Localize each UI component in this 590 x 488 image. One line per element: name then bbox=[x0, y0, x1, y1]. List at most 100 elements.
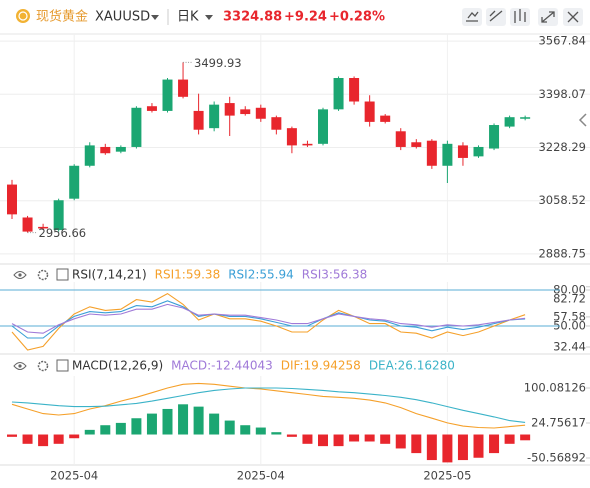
indicator-line bbox=[11, 300, 526, 339]
y-tick-label: 32.44 bbox=[553, 340, 586, 354]
candle-body bbox=[131, 107, 142, 147]
histogram-bar bbox=[240, 425, 251, 435]
dropdown-arrow[interactable] bbox=[205, 15, 213, 20]
candle-body bbox=[22, 217, 33, 232]
collapse-arrow[interactable] bbox=[578, 113, 587, 127]
legend-entry: RSI2:55.94 bbox=[228, 268, 294, 282]
candle-body bbox=[100, 146, 111, 154]
histogram-bar bbox=[193, 406, 204, 435]
dropdown-arrow[interactable] bbox=[151, 15, 159, 20]
histogram-bar bbox=[84, 429, 95, 435]
draw-icon[interactable] bbox=[489, 10, 503, 22]
histogram-bar bbox=[333, 434, 344, 447]
y-tick-label: 24.75617 bbox=[531, 416, 586, 430]
histogram-bar bbox=[318, 434, 328, 447]
eye-icon[interactable] bbox=[13, 362, 27, 370]
y-tick-label: 57.58 bbox=[553, 309, 586, 323]
y-tick-label: 3398.07 bbox=[538, 87, 586, 101]
candle-body bbox=[178, 79, 189, 97]
histogram-bar bbox=[22, 434, 33, 444]
histogram-bar bbox=[209, 413, 220, 435]
histogram-bar bbox=[69, 434, 80, 439]
candle-icon[interactable] bbox=[514, 9, 526, 23]
price-change-pct: +0.28% bbox=[329, 10, 385, 25]
x-tick-label: 2025-04 bbox=[237, 469, 285, 483]
candle-body bbox=[271, 117, 282, 130]
candle-body bbox=[209, 104, 220, 129]
coin-icon bbox=[16, 9, 30, 23]
settings-icon[interactable] bbox=[37, 269, 49, 281]
histogram-bar bbox=[395, 434, 406, 449]
candle-body bbox=[442, 143, 453, 166]
candle-body bbox=[84, 145, 95, 166]
candle-body bbox=[240, 109, 251, 115]
eye-icon-pupil[interactable] bbox=[18, 273, 22, 277]
settings-icon[interactable] bbox=[37, 360, 49, 372]
candle-body bbox=[333, 78, 344, 110]
symbol[interactable]: XAUUSD bbox=[95, 10, 150, 25]
candle-body bbox=[7, 184, 17, 215]
macd-tools bbox=[13, 359, 69, 372]
histogram-bar bbox=[178, 404, 189, 435]
histogram-bar bbox=[131, 418, 142, 435]
histogram-bar bbox=[100, 425, 111, 435]
candle-body bbox=[349, 78, 360, 102]
eye-icon-pupil[interactable] bbox=[18, 364, 22, 368]
legend-entry: DEA:26.16280 bbox=[369, 359, 455, 373]
instrument-name[interactable]: 现货黄金 bbox=[36, 9, 88, 25]
histogram-bar bbox=[146, 413, 157, 435]
candle-body bbox=[255, 107, 266, 119]
histogram-bar bbox=[53, 434, 64, 444]
expand-icon[interactable] bbox=[541, 11, 555, 23]
histogram-bar bbox=[520, 434, 531, 441]
histogram-bar bbox=[442, 434, 453, 463]
y-tick-label: 3228.29 bbox=[538, 140, 586, 154]
y-tick-label: 82.72 bbox=[553, 291, 586, 305]
histogram-bar bbox=[286, 434, 297, 437]
histogram-bar bbox=[115, 422, 126, 435]
histogram-bar bbox=[162, 408, 173, 435]
indicator-line bbox=[11, 292, 526, 351]
panel-title: MACD(12,26,9) bbox=[72, 359, 163, 373]
legend-entry: MACD:-12.44043 bbox=[171, 359, 273, 373]
histogram-bar bbox=[364, 434, 375, 442]
histogram-bar bbox=[255, 427, 266, 435]
eye-icon[interactable] bbox=[13, 271, 27, 279]
header: 现货黄金 XAUUSD 日K 3324.88 +9.24 +0.28% bbox=[16, 8, 587, 127]
candle-body bbox=[318, 109, 328, 144]
tool-button[interactable] bbox=[486, 8, 506, 26]
y-tick-label: 2888.75 bbox=[538, 246, 586, 260]
candle-body bbox=[38, 226, 49, 229]
tool-button[interactable] bbox=[462, 8, 482, 26]
period[interactable]: 日K bbox=[177, 10, 199, 25]
candle-body bbox=[115, 146, 126, 152]
candle-body bbox=[411, 142, 422, 147]
histogram-bar bbox=[489, 434, 500, 454]
histogram-bar bbox=[504, 434, 515, 444]
histogram-bar bbox=[426, 434, 437, 461]
legend-entry: RSI1:59.38 bbox=[155, 268, 221, 282]
list-icon[interactable] bbox=[56, 268, 69, 281]
indicator-icon[interactable] bbox=[466, 11, 479, 22]
coin-icon-ring bbox=[18, 11, 28, 21]
x-tick-label: 2025-04 bbox=[50, 469, 98, 483]
candle-body bbox=[224, 103, 235, 116]
y-tick-label: 3567.84 bbox=[538, 34, 586, 48]
candle-body bbox=[286, 128, 297, 146]
x-tick-label: 2025-05 bbox=[423, 469, 471, 483]
y-tick-label: 50.00 bbox=[553, 318, 586, 332]
list-icon[interactable] bbox=[56, 359, 69, 372]
histogram-bar bbox=[224, 420, 235, 435]
y-tick-label: 100.08126 bbox=[524, 381, 586, 395]
candle-body bbox=[426, 140, 437, 166]
histogram-bar bbox=[7, 434, 17, 437]
histogram-bar bbox=[38, 434, 49, 447]
close-icon[interactable] bbox=[567, 11, 579, 23]
y-tick-label: -50.56892 bbox=[527, 451, 586, 465]
histogram-bar bbox=[380, 434, 391, 444]
candle-body bbox=[489, 125, 500, 149]
candle-body bbox=[162, 79, 173, 111]
y-tick-label: 3058.52 bbox=[538, 193, 586, 207]
